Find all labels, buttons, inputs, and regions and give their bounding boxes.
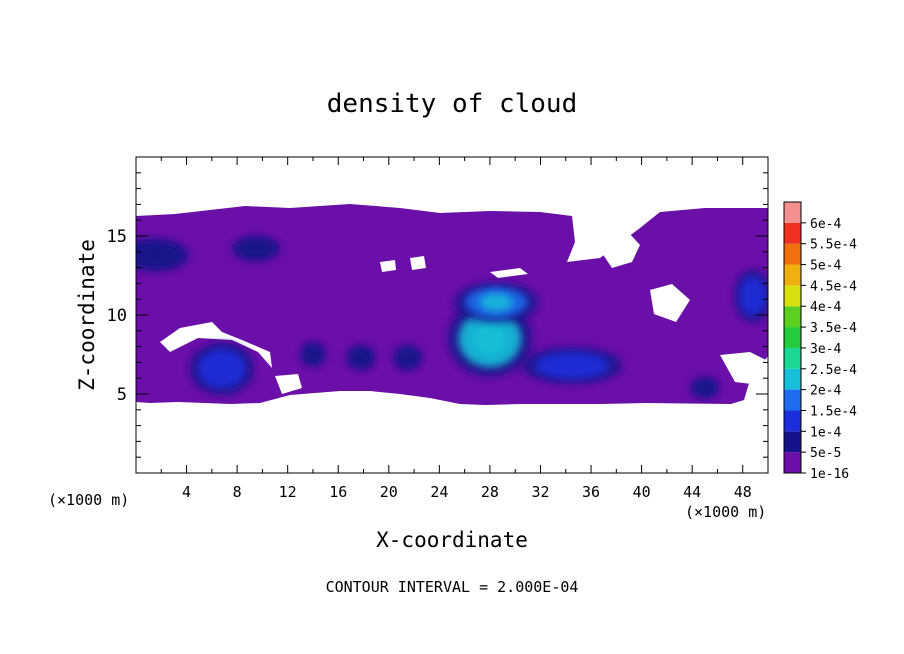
cloud-core	[238, 239, 275, 258]
cloud-gap	[720, 352, 766, 385]
colorbar-label: 4.5e-4	[810, 279, 857, 294]
cloud-gap	[600, 232, 640, 268]
x-axis: 4 8 12 16 20 24 28 32 36 40 44 48	[160, 157, 752, 501]
colorbar-swatch	[784, 389, 801, 411]
cloud-core	[397, 348, 419, 367]
cloud-core-peak	[479, 293, 514, 312]
cloud-core	[350, 348, 372, 367]
cloud-core	[303, 345, 322, 364]
colorbar-label: 1.5e-4	[810, 404, 857, 419]
y-tick-label: 10	[107, 306, 127, 326]
colorbar-label: 3.5e-4	[810, 321, 857, 336]
x-tick-label: 28	[481, 483, 499, 501]
colorbar-swatch	[784, 243, 801, 265]
colorbar-swatch	[784, 327, 801, 348]
colorbar-swatch	[784, 410, 801, 432]
x-tick-label: 8	[233, 483, 242, 501]
cloud-core	[739, 276, 767, 316]
colorbar-swatch	[784, 222, 801, 244]
x-tick-label: 36	[582, 483, 600, 501]
colorbar-label: 3e-4	[810, 342, 841, 357]
chart-title: density of cloud	[327, 89, 577, 119]
cloud-gap	[410, 256, 426, 270]
y-tick-label: 15	[107, 227, 127, 247]
colorbar-swatch	[784, 431, 801, 453]
x-axis-label: X-coordinate	[376, 528, 528, 552]
colorbar-swatch	[784, 347, 801, 369]
colorbar-label: 4e-4	[810, 300, 841, 315]
colorbar-label: 6e-4	[810, 217, 841, 232]
colorbar-label: 1e-4	[810, 425, 841, 440]
y-axis-label: Z-coordinate	[75, 239, 99, 391]
cloud-gap	[160, 322, 272, 368]
colorbar-frame	[783, 201, 802, 474]
colorbar-swatch	[784, 285, 801, 307]
colorbar-label: 5e-5	[810, 446, 841, 461]
cloud-core	[534, 352, 610, 380]
x-tick-label: 12	[279, 483, 297, 501]
colorbar-label: 2e-4	[810, 384, 841, 399]
x-tick-label: 32	[531, 483, 549, 501]
x-tick-label: 20	[380, 483, 398, 501]
colorbar-label: 1e-16	[810, 467, 849, 482]
colorbar-swatch	[784, 452, 801, 473]
cloud-gap	[380, 260, 396, 272]
x-tick-label: 24	[430, 483, 448, 501]
cloud-core	[136, 242, 181, 267]
plot-area	[136, 204, 768, 405]
x-tick-label: 4	[182, 483, 191, 501]
colorbar: 1e-16 5e-5 1e-4 1.5e-4 2e-4 2.5e-4 3e-4 3.5e-4 4…	[783, 201, 857, 482]
colorbar-swatch	[784, 264, 801, 286]
x-unit-left: (×1000 m)	[48, 491, 129, 509]
colorbar-label: 5e-4	[810, 259, 841, 274]
contour-interval-note: CONTOUR INTERVAL = 2.000E-04	[326, 578, 579, 596]
cloud-core-peak	[473, 321, 507, 356]
cloud-gap	[490, 268, 528, 278]
colorbar-swatch	[784, 202, 801, 223]
cloud-core	[694, 380, 716, 396]
x-tick-label: 48	[734, 483, 752, 501]
colorbar-swatch	[784, 368, 801, 390]
x-tick-label: 40	[633, 483, 651, 501]
colorbar-label: 5.5e-4	[810, 238, 857, 253]
cloud-core	[197, 349, 246, 389]
colorbar-label: 2.5e-4	[810, 363, 857, 378]
y-axis: 5 10 15	[107, 172, 768, 458]
x-unit-right: (×1000 m)	[685, 503, 766, 521]
cloud-gap	[275, 374, 302, 394]
cloud-gap	[650, 284, 690, 322]
x-tick-label: 16	[329, 483, 347, 501]
y-tick-label: 5	[117, 385, 127, 405]
colorbar-swatch	[784, 306, 801, 328]
x-tick-label: 44	[683, 483, 701, 501]
